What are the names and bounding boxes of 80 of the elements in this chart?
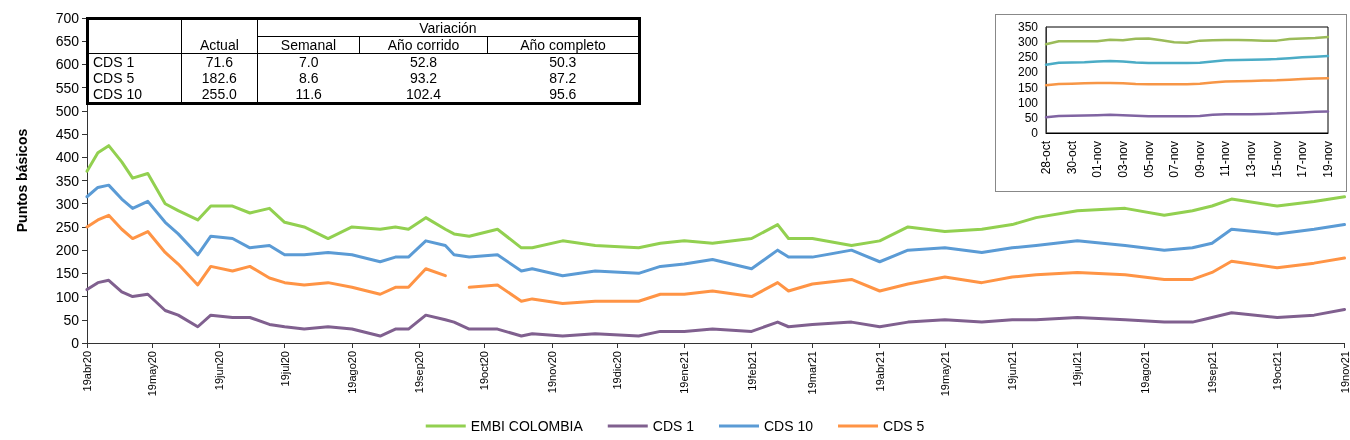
- y-tick-label: 400: [55, 149, 80, 166]
- y-tick-label: 0: [71, 335, 80, 351]
- y-tick-label: 250: [1017, 50, 1039, 65]
- legend-label: Semanal: [257, 36, 360, 54]
- data-label: 255.0: [181, 86, 258, 104]
- x-tick-label: 19may20: [146, 351, 159, 397]
- y-tick-label: 100: [1017, 95, 1039, 110]
- x-tick-label: 19may21: [938, 351, 951, 397]
- data-label: 11.6: [294, 86, 323, 104]
- x-tick-label: 07-nov: [1167, 141, 1182, 178]
- y-tick-label: 300: [1017, 35, 1039, 50]
- data-label: 71.6: [181, 53, 258, 70]
- y-tick-label: 250: [55, 218, 80, 235]
- legend-label: CDS 5: [883, 418, 925, 434]
- y-tick-label: 700: [55, 10, 80, 26]
- y-tick-label: 300: [55, 195, 80, 212]
- y-tick-label: 100: [55, 288, 80, 305]
- x-tick-label: 19-nov: [1321, 141, 1335, 178]
- x-tick-label: 19jul21: [1071, 351, 1084, 387]
- x-tick-label: 19oct21: [1271, 351, 1284, 391]
- x-tick-label: 30-oct: [1064, 140, 1079, 175]
- x-tick-label: 19mar21: [806, 351, 819, 395]
- y-tick-label: 550: [55, 79, 80, 96]
- x-tick-label: 19dic20: [610, 351, 623, 390]
- data-label: 7.0: [297, 53, 320, 70]
- y-tick-label: 150: [55, 265, 80, 282]
- y-tick-label: 500: [55, 102, 80, 119]
- data-label: 182.6: [181, 70, 258, 86]
- y-tick-label: 600: [55, 56, 80, 73]
- data-label: 93.2: [408, 70, 439, 86]
- y-tick-label: 200: [55, 242, 80, 259]
- x-tick-label: 19jul20: [278, 351, 291, 387]
- x-tick-label: 19jun20: [213, 351, 226, 391]
- legend-label: CDS 10: [764, 418, 814, 434]
- x-tick-label: 03-nov: [1115, 141, 1130, 178]
- y-tick-label: 50: [1024, 110, 1039, 125]
- x-tick-label: 05-nov: [1141, 141, 1156, 178]
- legend-label: EMBI COLOMBIA: [470, 418, 584, 434]
- y-tick-label: 0: [1031, 126, 1039, 140]
- data-label: 52.8: [408, 53, 439, 70]
- x-tick-label: 28-oct: [1039, 140, 1053, 175]
- x-tick-label: 19sep20: [413, 351, 426, 394]
- x-tick-label: 17-nov: [1295, 141, 1310, 178]
- x-tick-label: 19nov20: [545, 351, 558, 394]
- x-tick-label: 15-nov: [1269, 141, 1284, 178]
- x-tick-label: 09-nov: [1192, 141, 1207, 178]
- x-tick-label: 19nov21: [1338, 351, 1350, 394]
- data-label: 8.6: [297, 70, 320, 86]
- x-tick-label: 19oct20: [478, 351, 491, 391]
- x-tick-label: 19ago21: [1138, 351, 1151, 394]
- y-tick-label: 50: [63, 311, 80, 328]
- data-label: 102.4: [405, 86, 443, 104]
- y-tick-label: 350: [55, 172, 80, 189]
- x-tick-label: 19ene21: [678, 351, 691, 394]
- x-tick-label: 19jun21: [1006, 351, 1019, 391]
- data-label: 87.2: [548, 70, 578, 86]
- category-label: CDS 1: [87, 53, 182, 70]
- series-label: Actual: [181, 36, 258, 54]
- y-axis-title: Puntos básicos: [14, 128, 30, 233]
- x-tick-label: 01-nov: [1090, 141, 1105, 178]
- x-tick-label: 19ago20: [345, 351, 358, 394]
- x-tick-label: 19sep21: [1206, 351, 1219, 394]
- legend-label: Año corrido: [359, 36, 488, 54]
- category-label: CDS 10: [87, 86, 182, 104]
- x-tick-label: 19feb21: [745, 351, 758, 391]
- y-tick-label: 150: [1017, 80, 1039, 95]
- data-label: 95.6: [548, 86, 578, 104]
- y-tick-label: 650: [55, 33, 80, 50]
- legend-label: CDS 1: [652, 418, 695, 434]
- data-label: 50.3: [548, 53, 578, 70]
- y-tick-label: 350: [1017, 20, 1039, 34]
- y-tick-label: 200: [1017, 65, 1039, 80]
- x-tick-label: 19abr20: [81, 351, 93, 392]
- x-tick-label: 13-nov: [1244, 141, 1259, 178]
- legend-label: Año completo: [519, 36, 607, 54]
- y-tick-label: 450: [55, 126, 80, 143]
- category-label: CDS 5: [87, 70, 182, 86]
- text: Variación: [257, 18, 640, 37]
- x-tick-label: 11-nov: [1218, 141, 1233, 177]
- x-tick-label: 19abr21: [873, 351, 886, 392]
